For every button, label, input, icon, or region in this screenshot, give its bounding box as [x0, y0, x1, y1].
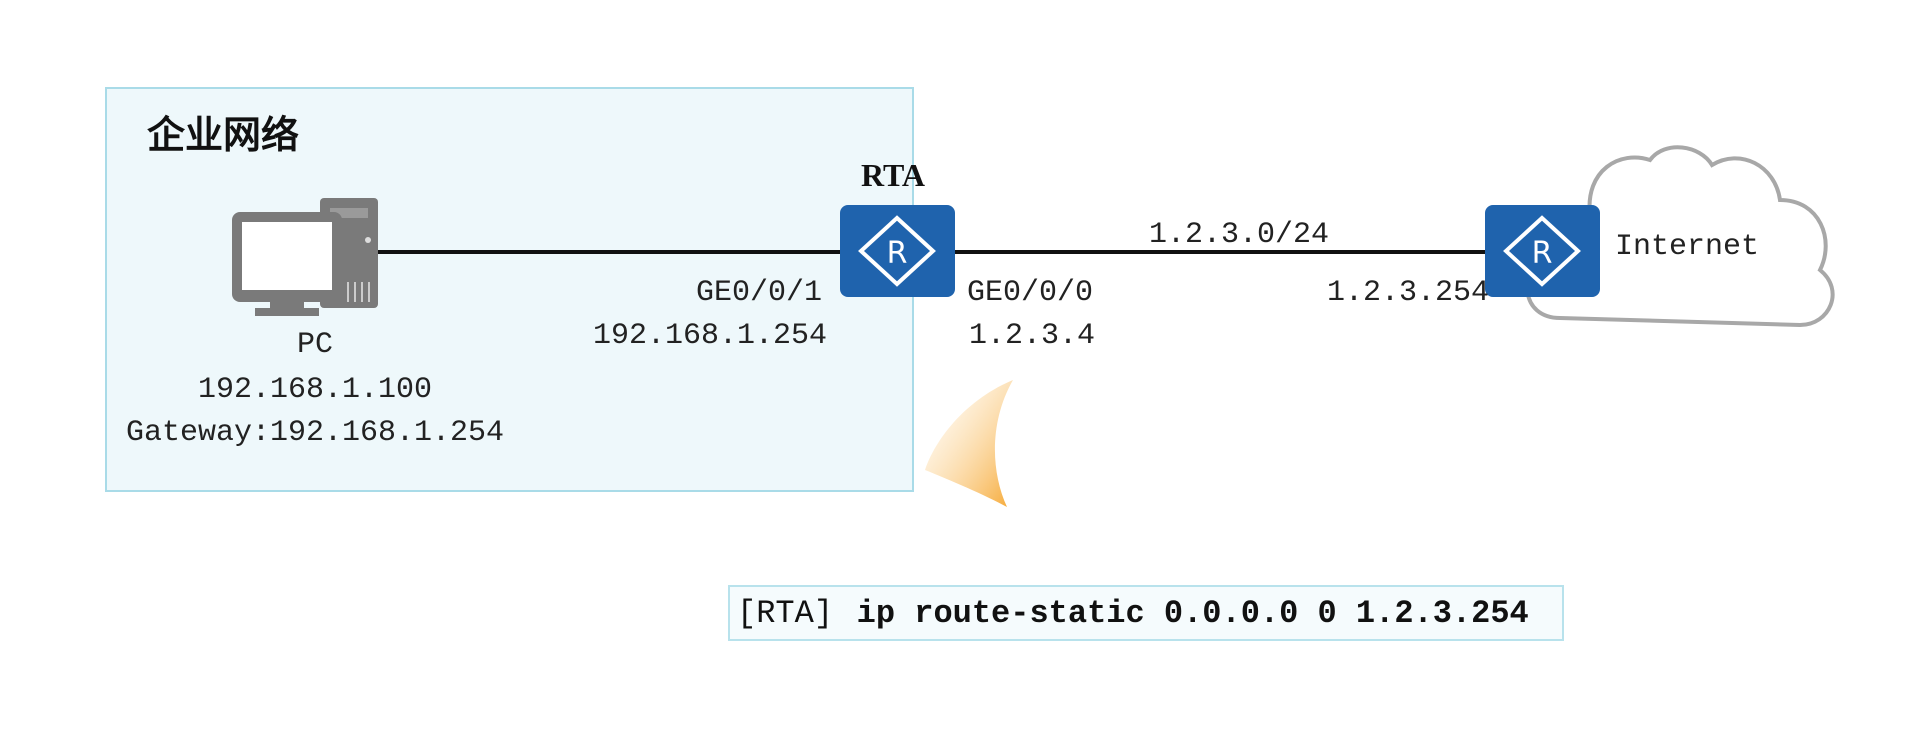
internet-label: Internet	[1615, 230, 1759, 264]
rta-label: RTA	[861, 157, 925, 193]
rta-lan-ip: 192.168.1.254	[593, 319, 827, 353]
svg-text:R: R	[887, 236, 908, 271]
decorative-swoosh	[925, 380, 1013, 507]
pc-gateway: Gateway:192.168.1.254	[126, 416, 504, 450]
command-box	[728, 585, 1564, 641]
enterprise-network-title: 企业网络	[147, 113, 299, 157]
pc-ip: 192.168.1.100	[198, 373, 432, 407]
svg-text:R: R	[1532, 236, 1553, 271]
router-rta-icon[interactable]: R	[840, 205, 955, 297]
pc-label: PC	[297, 328, 333, 362]
command-prompt: [RTA]	[737, 595, 833, 632]
command-text: ip route-static 0.0.0.0 0 1.2.3.254	[857, 595, 1529, 632]
isp-router-ip: 1.2.3.254	[1327, 276, 1489, 310]
pc-icon[interactable]	[232, 198, 378, 316]
rta-lan-interface: GE0/0/1	[696, 276, 822, 310]
command-line: [RTA] ip route-static 0.0.0.0 0 1.2.3.25…	[737, 595, 1529, 632]
rta-wan-interface: GE0/0/0	[967, 276, 1093, 310]
router-isp-icon[interactable]: R	[1485, 205, 1600, 297]
rta-wan-ip: 1.2.3.4	[969, 319, 1095, 353]
wan-subnet: 1.2.3.0/24	[1149, 218, 1329, 252]
